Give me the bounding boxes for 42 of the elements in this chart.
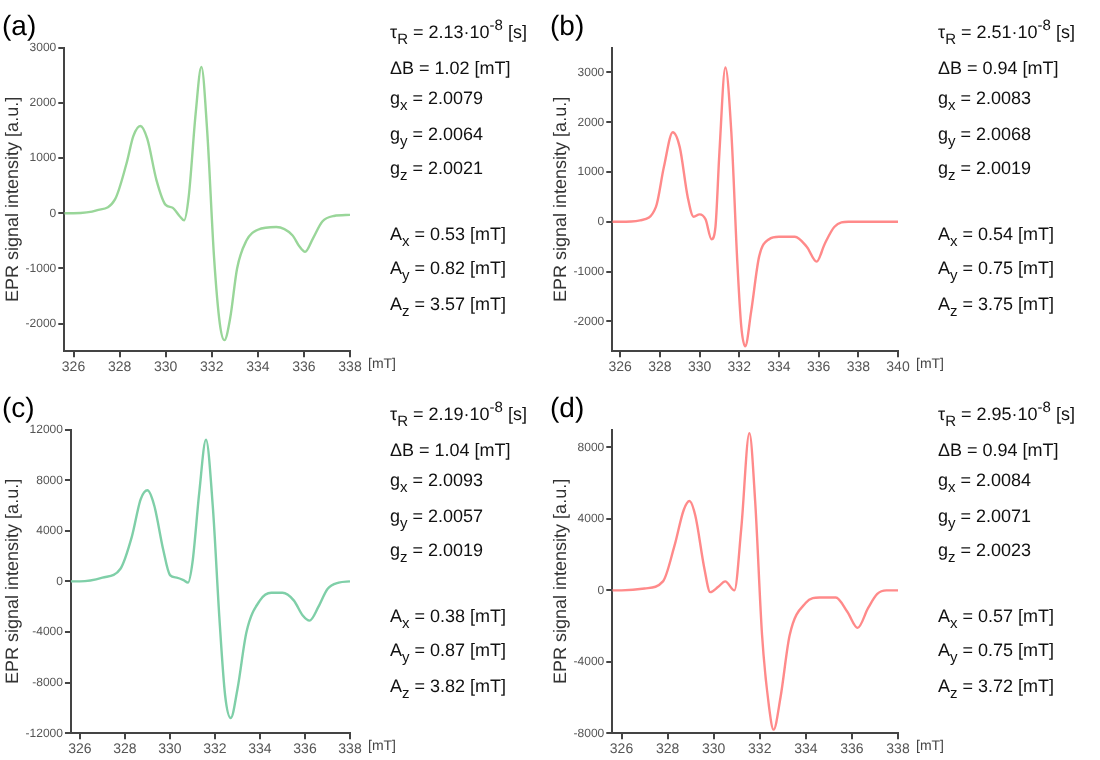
text: g$_{y}$ = 2.0068 bbox=[938, 121, 1034, 153]
text: g$_{z}$ = 2.0023 bbox=[938, 538, 1034, 571]
y-axis-title: EPR signal intensity [a.u.] bbox=[1, 478, 22, 684]
text: A$_{y}$ = 0.87 [mT] bbox=[390, 638, 507, 671]
text: τ$_{R}$ = 2.51·10$^{-8}$ [s] bbox=[938, 14, 1075, 52]
text: τ$_{R}$ = 2.19·10$^{-8}$ [s] bbox=[390, 396, 527, 434]
text: g$_{z}$ = 2.0021 bbox=[390, 156, 486, 189]
text: g$_{z}$ = 2.0019 bbox=[938, 156, 1034, 189]
text: A$_{z}$ = 3.75 [mT] bbox=[938, 292, 1055, 324]
text: A$_{z}$ = 3.82 [mT] bbox=[390, 674, 507, 706]
y-axis-title: EPR signal intensity [a.u.] bbox=[1, 96, 22, 302]
chart-title: (d) bbox=[550, 390, 585, 423]
text: g$_{y}$ = 2.0057 bbox=[390, 503, 486, 535]
text: ΔB = 1.02 [mT] bbox=[390, 55, 513, 82]
chart-title: (b) bbox=[550, 8, 585, 41]
text: ΔB = 1.04 [mT] bbox=[390, 437, 513, 464]
text: g$_{y}$ = 2.0064 bbox=[390, 121, 486, 153]
text: g$_{z}$ = 2.0019 bbox=[390, 538, 486, 571]
text: ΔB = 0.94 [mT] bbox=[938, 437, 1061, 464]
text: A$_{y}$ = 0.75 [mT] bbox=[938, 638, 1055, 671]
line-series bbox=[70, 438, 350, 720]
text: τ$_{R}$ = 2.13·10$^{-8}$ [s] bbox=[390, 14, 527, 52]
text: A$_{x}$ = 0.53 [mT] bbox=[390, 221, 507, 253]
chart-title: (a) bbox=[2, 8, 37, 41]
y-axis-title: EPR signal intensity [a.u.] bbox=[549, 478, 570, 684]
chart-title: (c) bbox=[2, 390, 35, 423]
text: g$_{x}$ = 2.0079 bbox=[390, 85, 486, 118]
text: A$_{y}$ = 0.82 [mT] bbox=[390, 256, 507, 289]
text: A$_{x}$ = 0.57 [mT] bbox=[938, 603, 1055, 635]
text: g$_{x}$ = 2.0083 bbox=[938, 85, 1034, 118]
text: ΔB = 0.94 [mT] bbox=[938, 55, 1061, 82]
text: A$_{x}$ = 0.38 [mT] bbox=[390, 603, 507, 635]
y-axis-title: EPR signal intensity [a.u.] bbox=[549, 96, 570, 302]
text: A$_{y}$ = 0.75 [mT] bbox=[938, 256, 1055, 289]
text: A$_{z}$ = 3.57 [mT] bbox=[390, 292, 507, 324]
text: A$_{x}$ = 0.54 [mT] bbox=[938, 221, 1055, 253]
text: g$_{x}$ = 2.0093 bbox=[390, 467, 486, 500]
line-series bbox=[64, 65, 350, 342]
text: g$_{y}$ = 2.0071 bbox=[938, 503, 1034, 535]
text: g$_{x}$ = 2.0084 bbox=[938, 467, 1034, 500]
text: τ$_{R}$ = 2.95·10$^{-8}$ [s] bbox=[938, 396, 1075, 434]
text: A$_{z}$ = 3.72 [mT] bbox=[938, 674, 1055, 706]
